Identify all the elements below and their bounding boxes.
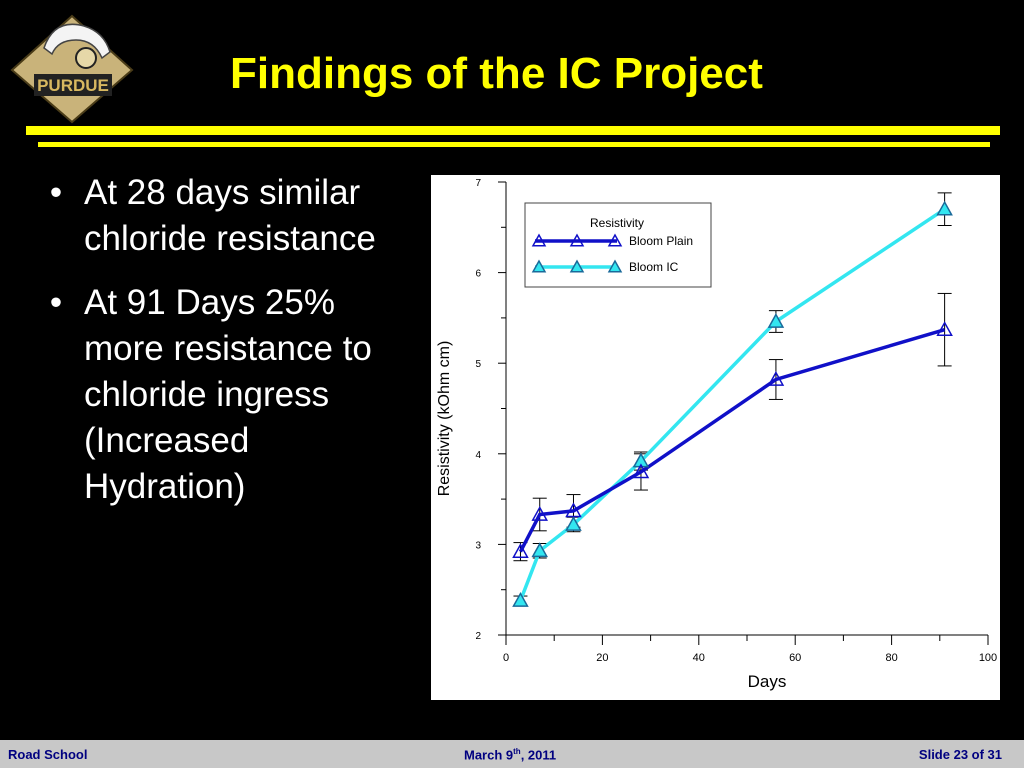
legend-marker: [569, 259, 585, 273]
x-tick-label: 20: [596, 652, 608, 664]
data-point: [565, 515, 582, 531]
data-point: [767, 370, 785, 386]
legend-marker: [607, 259, 623, 273]
title-rule-thick: [26, 126, 1000, 135]
x-axis-label: Days: [748, 672, 787, 691]
data-point: [936, 200, 953, 216]
y-axis-label: Resistivity (kOhm cm): [436, 341, 453, 497]
bullet-dot-icon: •: [49, 283, 63, 322]
legend-entries: Bloom Plain Bloom IC: [531, 233, 693, 274]
data-point: [512, 592, 529, 607]
chart-legend: Resistivity Bloom Plain Bloom IC: [524, 202, 712, 288]
data-point: [632, 463, 650, 479]
title-rule-thin: [38, 142, 990, 147]
footer-date-sup: th: [513, 747, 521, 756]
footer-date-year: , 2011: [520, 747, 557, 763]
legend-marker: [531, 233, 547, 247]
legend-marker: [569, 233, 585, 247]
legend-label: Bloom IC: [629, 260, 679, 274]
legend-title: Resistivity: [590, 216, 644, 230]
resistivity-chart: 2 3 4 5 6 7 0 20 40 60 80 100 Resistivity (kOhm cm)…: [431, 175, 1000, 700]
chart-axes: 2 3 4 5 6 7 0 20 40 60 80 100: [475, 178, 997, 664]
y-tick-label: 2: [475, 631, 481, 642]
y-tick-label: 3: [475, 540, 481, 551]
y-tick-label: 5: [475, 359, 481, 370]
x-tick-label: 40: [693, 652, 705, 664]
series-markers: [512, 200, 953, 607]
bullet-text: At 91 Days 25% more resistance to chlori…: [84, 283, 372, 506]
data-point: [632, 452, 650, 468]
x-tick-label: 60: [789, 652, 801, 664]
legend-label: Bloom Plain: [629, 234, 693, 248]
x-tick-label: 100: [979, 652, 997, 664]
series-line: [518, 327, 946, 553]
bullet-dot-icon: •: [49, 173, 63, 212]
footer-slide-number: Slide 23 of 31: [918, 747, 1002, 762]
legend-box: [524, 202, 712, 288]
bullet-item: • At 28 days similar chloride resistance: [40, 170, 420, 262]
x-tick-label: 0: [503, 652, 509, 664]
legend-marker: [531, 259, 547, 273]
footer-date: March 9th, 2011: [464, 747, 556, 762]
data-point: [512, 543, 529, 558]
bullet-text: At 28 days similar chloride resistance: [84, 173, 376, 258]
data-point: [565, 502, 582, 518]
data-point: [531, 505, 549, 521]
svg-text:PURDUE: PURDUE: [37, 76, 109, 95]
legend-marker: [607, 233, 623, 247]
bullet-item: • At 91 Days 25% more resistance to chlo…: [40, 280, 420, 510]
data-point: [936, 321, 953, 337]
y-tick-label: 6: [475, 269, 481, 280]
purdue-logo: PURDUE: [4, 8, 140, 124]
bullet-list: • At 28 days similar chloride resistance…: [40, 170, 420, 528]
slide-footer: Road School March 9th, 2011 Slide 23 of …: [0, 740, 1024, 768]
data-point: [767, 312, 785, 328]
data-point: [531, 542, 549, 558]
x-tick-label: 80: [885, 652, 897, 664]
footer-event: Road School: [8, 747, 88, 762]
slide-title: Findings of the IC Project: [230, 49, 763, 98]
y-tick-label: 4: [475, 450, 481, 461]
footer-date-main: March 9: [464, 747, 514, 763]
y-tick-label: 7: [475, 178, 481, 189]
